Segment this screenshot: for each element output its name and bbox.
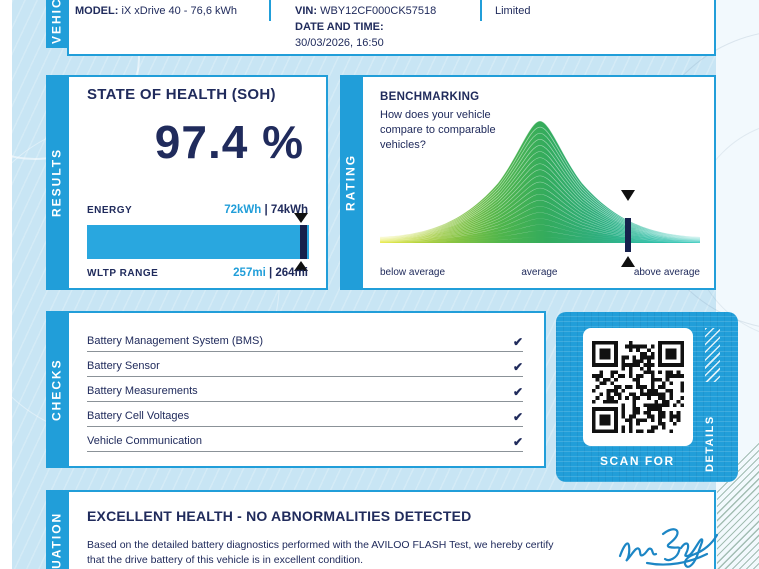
signature: [618, 528, 719, 568]
column-divider: [269, 0, 271, 21]
check-label: Battery Sensor: [87, 360, 160, 372]
vehicle-model: MODEL: iX xDrive 40 - 76,6 kWh: [75, 3, 237, 19]
energy-row: ENERGY 72kWh | 74kWh: [87, 204, 308, 216]
vin-value: WBY12CF000CK57518: [320, 5, 437, 17]
axis-label-below-average: below average: [380, 267, 446, 278]
tab-checks: CHECKS: [46, 311, 67, 468]
wltp-label: WLTP RANGE: [87, 268, 159, 279]
checkmark-icon: ✔: [512, 410, 523, 424]
marker-bar: [625, 218, 631, 252]
qr-panel: SCAN FOR DETAILS: [556, 312, 738, 482]
energy-current: 72kWh: [224, 204, 262, 216]
check-row: Vehicle Communication ✔: [87, 427, 523, 452]
tab-vehicle: VEHICLE: [46, 0, 67, 48]
check-row: Battery Management System (BMS) ✔: [87, 327, 523, 352]
soh-bar: [87, 213, 309, 271]
energy-label: ENERGY: [87, 205, 133, 216]
triangle-down-icon: [621, 190, 635, 201]
soh-bar-original-marker: [300, 225, 307, 259]
tab-checks-label: CHECKS: [49, 358, 64, 421]
axis-label-average: average: [521, 267, 558, 278]
vehicle-position-marker: [619, 190, 637, 276]
wltp-original: 264mi: [275, 267, 308, 279]
wltp-values: 257mi | 264mi: [233, 267, 308, 279]
datetime-label: DATE AND TIME:: [295, 21, 384, 33]
triangle-up-icon: [621, 256, 635, 267]
benchmark-axis-labels: below average average above average: [380, 267, 700, 278]
tab-evaluation-label: EVALUATION: [49, 511, 64, 569]
wltp-row: WLTP RANGE 257mi | 264mi: [87, 267, 308, 279]
qr-code: [583, 328, 693, 446]
evaluation-section: EXCELLENT HEALTH - NO ABNORMALITIES DETE…: [67, 490, 719, 569]
hatch-decoration: [705, 328, 720, 382]
tab-rating: RATING: [340, 75, 361, 290]
column-divider: [480, 0, 482, 21]
soh-value: 97.4 %: [154, 116, 304, 168]
benchmarking-subtitle-line: vehicles?: [380, 139, 426, 151]
scan-for-label: SCAN FOR: [600, 454, 675, 468]
qr-code-image: [592, 341, 684, 433]
checks-list: Battery Management System (BMS) ✔ Batter…: [87, 327, 523, 452]
soh-title: STATE OF HEALTH (SOH): [87, 86, 276, 103]
model-label: MODEL:: [75, 5, 119, 17]
check-label: Battery Measurements: [87, 385, 198, 397]
datetime-value: 30/03/2026, 16:50: [295, 37, 384, 49]
tab-evaluation: EVALUATION: [46, 490, 67, 569]
model-value: iX xDrive 40 - 76,6 kWh: [121, 5, 237, 17]
details-label: DETAILS: [704, 415, 716, 472]
vin-label: VIN:: [295, 5, 317, 17]
checkmark-icon: ✔: [512, 360, 523, 374]
energy-separator: |: [264, 204, 268, 216]
evaluation-body: Based on the detailed battery diagnostic…: [87, 539, 554, 567]
tab-vehicle-label: VEHICLE: [49, 0, 64, 45]
benchmark-distribution-chart: [380, 120, 700, 243]
triangle-up-icon: [294, 261, 308, 271]
axis-label-above-average: above average: [633, 267, 700, 278]
checkmark-icon: ✔: [512, 335, 523, 349]
tab-rating-label: RATING: [343, 153, 358, 212]
checks-section: Battery Management System (BMS) ✔ Batter…: [67, 311, 546, 468]
checkmark-icon: ✔: [512, 435, 523, 449]
page-left-edge: [0, 0, 12, 569]
wltp-separator: |: [268, 267, 273, 279]
benchmarking-title: BENCHMARKING: [380, 91, 480, 103]
benchmarking-subtitle-line: How does your vehicle: [380, 109, 491, 121]
checkmark-icon: ✔: [512, 385, 523, 399]
vehicle-section: MODEL: iX xDrive 40 - 76,6 kWh VIN: WBY1…: [67, 0, 716, 56]
wltp-current: 257mi: [233, 267, 266, 279]
check-label: Battery Cell Voltages: [87, 410, 190, 422]
check-row: Battery Measurements ✔: [87, 377, 523, 402]
vehicle-vin-date: VIN: WBY12CF000CK57518 DATE AND TIME: 30…: [295, 3, 436, 51]
vin-row: VIN: WBY12CF000CK57518: [295, 3, 436, 19]
benchmarking-subtitle-line: compare to comparable: [380, 124, 496, 136]
rating-section: BENCHMARKING How does your vehicle compa…: [361, 75, 716, 290]
benchmarking-text: BENCHMARKING How does your vehicle compa…: [380, 91, 530, 153]
triangle-down-icon: [294, 213, 308, 223]
check-row: Battery Cell Voltages ✔: [87, 402, 523, 427]
warranty-limited: Limited: [495, 5, 531, 17]
tab-results-label: RESULTS: [49, 147, 64, 218]
check-row: Battery Sensor ✔: [87, 352, 523, 377]
tab-results: RESULTS: [46, 75, 67, 290]
evaluation-heading: EXCELLENT HEALTH - NO ABNORMALITIES DETE…: [87, 508, 472, 524]
check-label: Battery Management System (BMS): [87, 335, 264, 347]
results-section: STATE OF HEALTH (SOH) 97.4 % ENERGY 72kW…: [67, 75, 328, 290]
check-label: Vehicle Communication: [87, 435, 202, 447]
